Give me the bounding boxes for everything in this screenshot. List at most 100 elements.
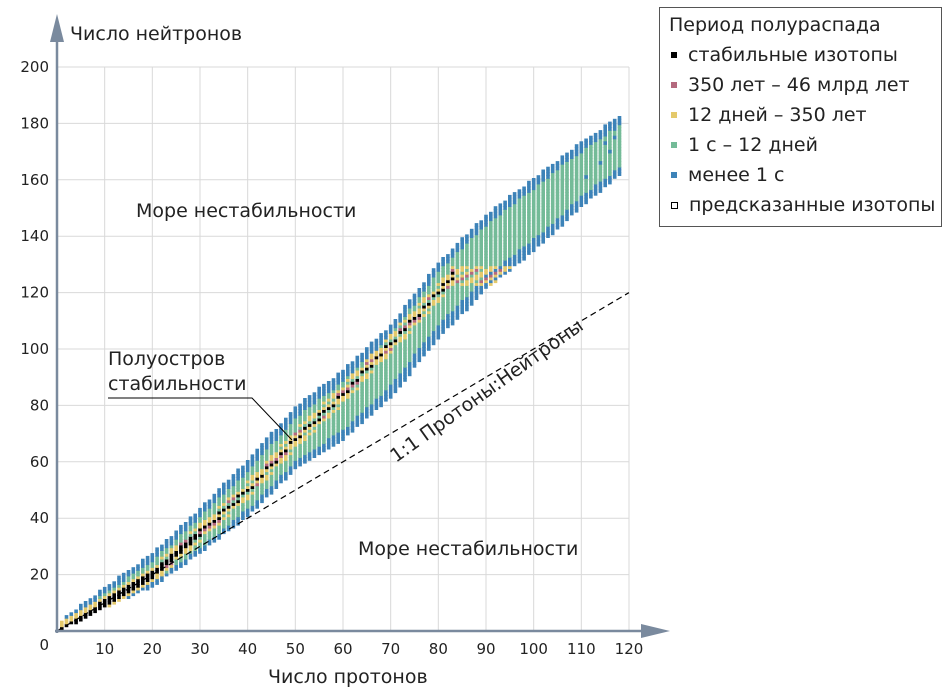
isotope-point [60, 620, 64, 625]
isotope-point [317, 431, 321, 436]
isotope-point [307, 440, 312, 444]
isotope-point [293, 434, 298, 439]
isotope-point [550, 200, 555, 205]
isotope-point [355, 366, 360, 371]
isotope-point [250, 499, 255, 504]
isotope-point [269, 488, 274, 492]
isotope-point [527, 186, 531, 191]
isotope-point [407, 321, 412, 326]
isotope-point [474, 282, 479, 286]
isotope-point [365, 403, 369, 408]
isotope-point [512, 245, 517, 250]
isotope-point [598, 138, 603, 143]
isotope-point [312, 412, 317, 416]
isotope-point [369, 406, 374, 410]
isotope-point [98, 601, 102, 605]
isotope-point [603, 135, 607, 140]
isotope-point [155, 567, 159, 571]
isotope-point [112, 586, 116, 591]
isotope-point [508, 248, 512, 253]
isotope-point [446, 302, 450, 306]
isotope-point [422, 347, 426, 351]
isotope-point [350, 361, 355, 365]
isotope-point [522, 217, 526, 222]
isotope-point [212, 502, 217, 506]
isotope-point [350, 366, 355, 371]
isotope-point [231, 474, 236, 478]
isotope-point [317, 386, 321, 391]
isotope-point [546, 211, 550, 216]
isotope-point [412, 341, 417, 346]
isotope-point [417, 358, 422, 363]
isotope-point [317, 448, 321, 453]
isotope-point [555, 220, 560, 224]
isotope-point [346, 414, 350, 419]
isotope-point [512, 262, 517, 267]
isotope-point [126, 570, 131, 574]
isotope-point [555, 214, 560, 219]
isotope-point [398, 355, 402, 360]
isotope-point [593, 144, 598, 148]
isotope-point [398, 330, 402, 334]
isotope-point [446, 290, 450, 295]
isotope-point [550, 180, 555, 185]
isotope-point [274, 429, 279, 433]
isotope-point [460, 240, 464, 244]
isotope-point [565, 166, 569, 171]
isotope-point [517, 211, 522, 216]
isotope-point [512, 192, 517, 196]
isotope-point [498, 262, 503, 267]
isotope-point [288, 420, 293, 425]
isotope-point [336, 423, 340, 427]
isotope-point [417, 299, 422, 303]
isotope-point [441, 302, 445, 306]
isotope-point [131, 578, 136, 582]
isotope-point [303, 400, 307, 405]
isotope-point [546, 234, 550, 238]
isotope-point [331, 426, 336, 430]
isotope-point [574, 144, 579, 148]
isotope-point [555, 169, 560, 174]
isotope-point [298, 412, 302, 416]
isotope-point [336, 431, 340, 436]
isotope-point [241, 482, 245, 487]
isotope-point [484, 268, 488, 272]
isotope-point [598, 163, 603, 168]
isotope-point [412, 344, 417, 348]
isotope-point [350, 389, 355, 394]
isotope-point [279, 479, 283, 484]
isotope-point [417, 330, 422, 334]
isotope-point [574, 166, 579, 171]
isotope-point [579, 189, 584, 193]
isotope-point [498, 225, 503, 230]
isotope-point [546, 166, 550, 171]
isotope-point [512, 237, 517, 241]
isotope-point [207, 536, 212, 540]
isotope-point [384, 347, 388, 351]
isotope-point [360, 369, 364, 374]
isotope-point [407, 364, 412, 368]
isotope-point [536, 231, 541, 236]
isotope-point [531, 209, 536, 213]
isotope-point [150, 567, 155, 571]
isotope-point [236, 502, 240, 506]
isotope-point [346, 395, 350, 399]
isotope-point [298, 423, 302, 427]
isotope-point [617, 121, 622, 126]
isotope-point [207, 499, 212, 504]
isotope-point [474, 257, 479, 261]
isotope-point [455, 251, 460, 255]
isotope-point [279, 465, 283, 470]
isotope-point [431, 316, 436, 320]
isotope-point [350, 429, 355, 433]
isotope-point [236, 488, 240, 492]
isotope-point [570, 192, 574, 196]
x-tick-label: 20 [143, 640, 162, 658]
isotope-point [326, 395, 331, 399]
isotope-point [374, 369, 379, 374]
isotope-point [346, 426, 350, 430]
isotope-point [350, 395, 355, 399]
isotope-point [360, 386, 364, 391]
isotope-point [264, 491, 269, 495]
isotope-point [384, 338, 388, 343]
